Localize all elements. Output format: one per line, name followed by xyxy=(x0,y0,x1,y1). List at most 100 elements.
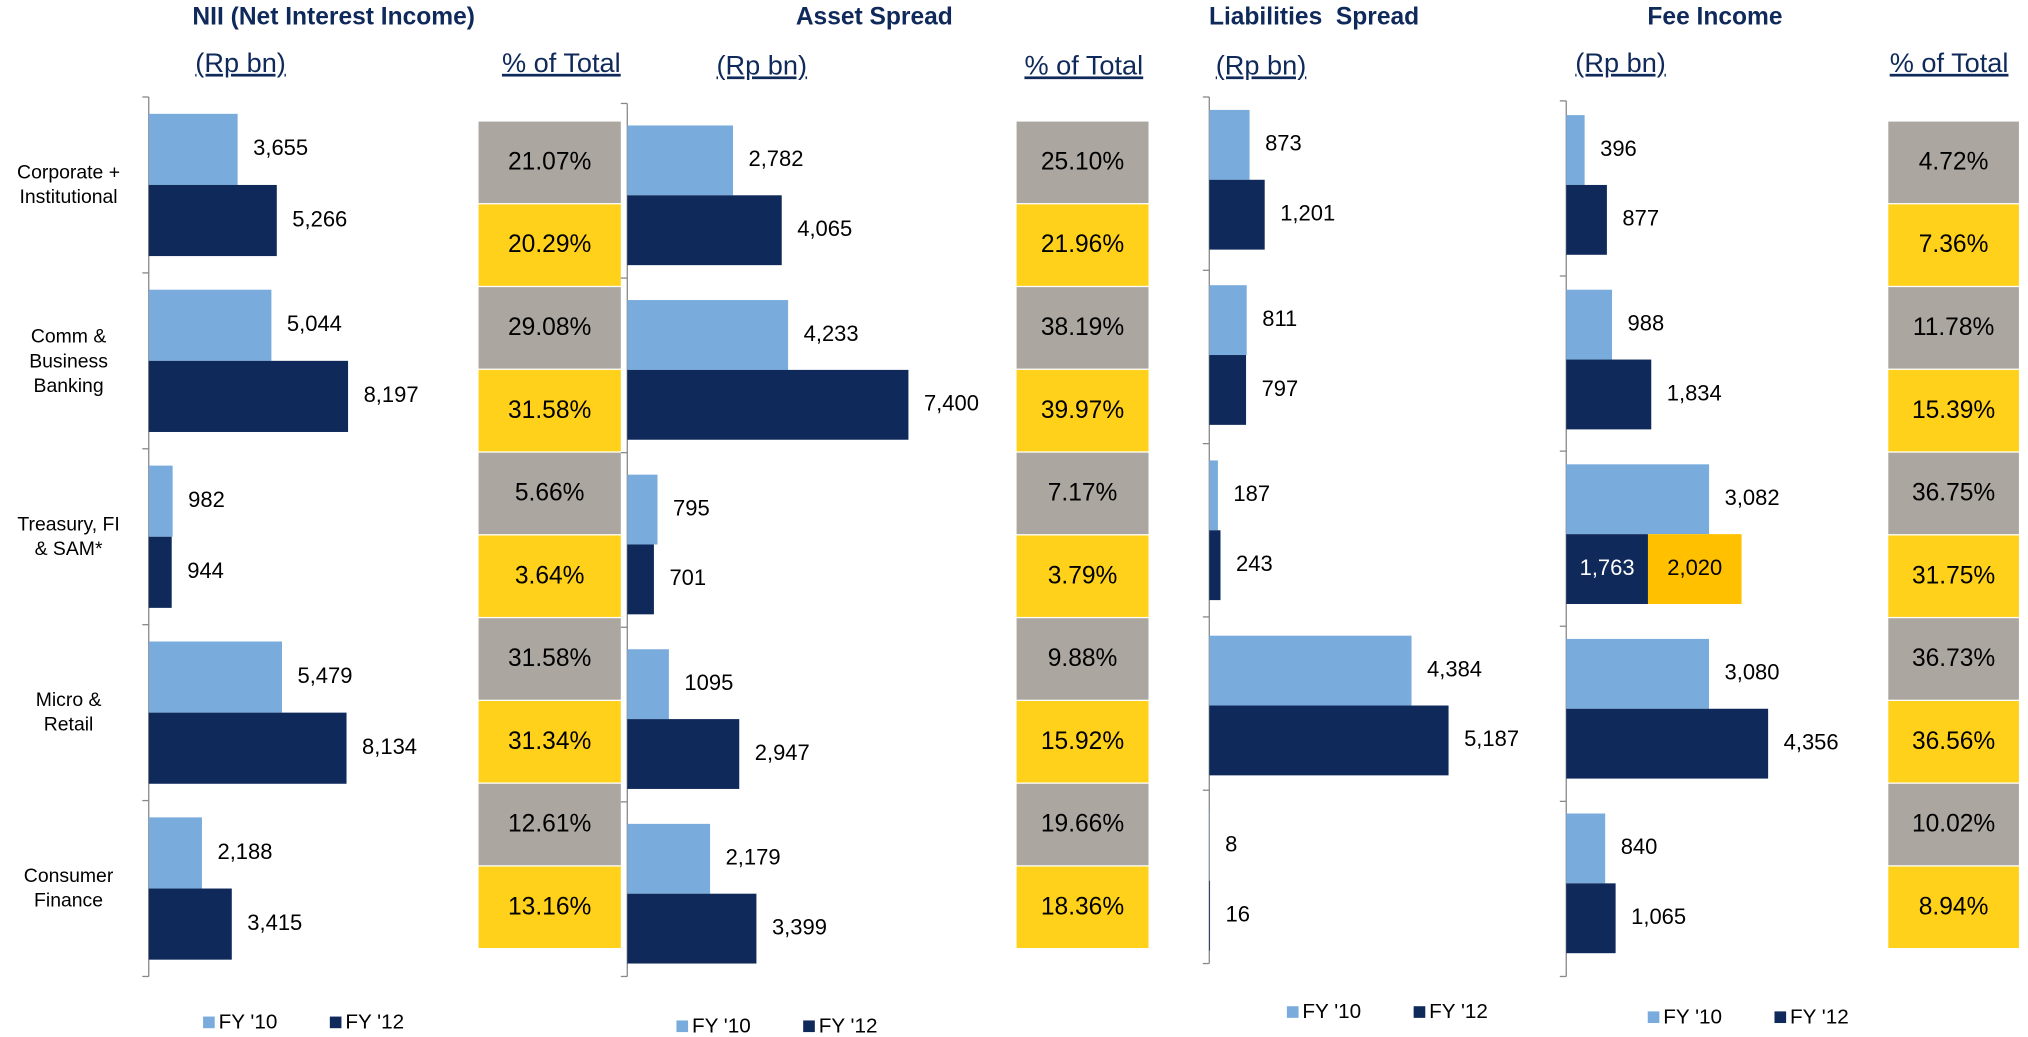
legend-swatch xyxy=(1286,1006,1299,1018)
bar xyxy=(627,195,782,266)
bar xyxy=(148,888,232,960)
share-value: 21.07% xyxy=(508,148,591,175)
share-value: 31.58% xyxy=(508,397,591,424)
value-label: 944 xyxy=(187,558,224,583)
share-box xyxy=(478,452,621,535)
bar xyxy=(627,719,740,789)
category-label: Corporate + Institutional xyxy=(17,161,121,209)
share-value: 11.78% xyxy=(1913,314,1994,341)
share-value: 39.97% xyxy=(1041,397,1124,424)
share-box xyxy=(1888,618,2019,700)
category-text: Consumer Finance xyxy=(23,865,114,912)
share-label: % of Total xyxy=(1890,47,2009,78)
bar xyxy=(148,289,272,361)
value-label: 1,201 xyxy=(1280,201,1335,226)
bar xyxy=(627,300,789,370)
value-label: 4,356 xyxy=(1784,729,1839,754)
bar xyxy=(1566,534,1648,604)
legend-swatch xyxy=(1647,1011,1660,1024)
legend-label: FY '10 xyxy=(692,1014,751,1037)
share-box xyxy=(1016,700,1149,783)
value-label: 396 xyxy=(1600,136,1637,161)
bar xyxy=(1566,638,1709,709)
category-label: Treasury, FI & SAM* xyxy=(17,513,119,560)
bar xyxy=(1209,705,1449,776)
bar xyxy=(148,465,173,537)
share-value: 31.34% xyxy=(508,728,591,755)
share-label: % of Total xyxy=(502,47,621,78)
share-box xyxy=(1016,121,1149,204)
share-value: 31.58% xyxy=(508,645,591,672)
category-label: Comm & Business Banking xyxy=(29,325,108,397)
value-label: 1,834 xyxy=(1667,380,1722,405)
category-text: Comm & Business Banking xyxy=(29,325,108,397)
legend-swatch xyxy=(329,1016,342,1029)
bar xyxy=(148,184,277,257)
share-box xyxy=(1888,287,2019,369)
value-label: 811 xyxy=(1262,306,1297,331)
legend-swatch xyxy=(1774,1011,1787,1024)
legend-label: FY '12 xyxy=(1790,1005,1849,1028)
unit-label: (Rp bn) xyxy=(717,49,808,80)
value-label: 8 xyxy=(1225,832,1237,857)
share-value: 10.02% xyxy=(1912,811,1995,838)
value-label: 3,399 xyxy=(772,914,827,939)
share-value: 7.17% xyxy=(1048,480,1118,507)
share-box xyxy=(478,866,621,949)
share-box xyxy=(1016,369,1149,452)
bar xyxy=(1209,179,1265,250)
legend-label: FY '12 xyxy=(819,1014,878,1037)
value-label: 3,080 xyxy=(1725,660,1780,685)
bar xyxy=(1209,530,1221,601)
bar xyxy=(627,823,711,894)
value-label: 187 xyxy=(1233,481,1270,506)
share-value: 36.73% xyxy=(1912,645,1995,672)
share-value: 3.64% xyxy=(515,562,585,589)
value-label: 3,415 xyxy=(247,910,302,935)
legend-label: FY '10 xyxy=(219,1011,278,1034)
chart-title: Asset Spread xyxy=(796,4,953,31)
share-box xyxy=(478,121,621,204)
share-value: 13.16% xyxy=(508,893,591,920)
share-value: 12.61% xyxy=(508,811,591,838)
share-label: % of Total xyxy=(1024,49,1143,80)
value-label: 877 xyxy=(1622,206,1659,231)
share-box xyxy=(1888,535,2019,617)
legend-swatch xyxy=(676,1020,689,1033)
share-value: 15.39% xyxy=(1912,397,1995,424)
value-label: 3,082 xyxy=(1725,485,1780,510)
bar xyxy=(148,113,238,185)
value-label: 8,134 xyxy=(362,734,417,759)
share-box xyxy=(478,535,621,617)
bar xyxy=(148,360,349,432)
legend-label: FY '10 xyxy=(1663,1005,1722,1028)
legend-swatch xyxy=(203,1016,215,1029)
value-label: 4,384 xyxy=(1427,656,1482,681)
value-label: 8,197 xyxy=(364,382,419,407)
share-box xyxy=(1888,783,2019,866)
share-value: 19.66% xyxy=(1041,811,1124,838)
value-label: 1,065 xyxy=(1631,904,1686,929)
category-text: Corporate + Institutional xyxy=(17,161,121,209)
share-box xyxy=(478,700,621,783)
share-value: 8.94% xyxy=(1919,893,1989,920)
value-label: 16 xyxy=(1226,901,1250,926)
share-box xyxy=(1888,866,2019,949)
category-label: Micro & Retail xyxy=(36,689,102,736)
share-value: 25.10% xyxy=(1041,148,1124,175)
share-box xyxy=(1016,287,1149,369)
chart-title: NII (Net Interest Income) xyxy=(192,4,475,31)
share-value: 21.96% xyxy=(1041,231,1124,258)
bar xyxy=(1566,708,1769,779)
bar xyxy=(148,536,172,608)
bar xyxy=(627,544,654,615)
bar xyxy=(1566,883,1616,954)
value-label: 2,947 xyxy=(755,740,810,765)
bar xyxy=(1209,355,1247,425)
bar xyxy=(1566,464,1710,535)
unit-label: (Rp bn) xyxy=(1575,47,1666,78)
bar xyxy=(1566,289,1613,360)
value-label: 1095 xyxy=(684,670,733,695)
share-value: 18.36% xyxy=(1041,893,1124,920)
value-label: 3,655 xyxy=(253,135,308,160)
